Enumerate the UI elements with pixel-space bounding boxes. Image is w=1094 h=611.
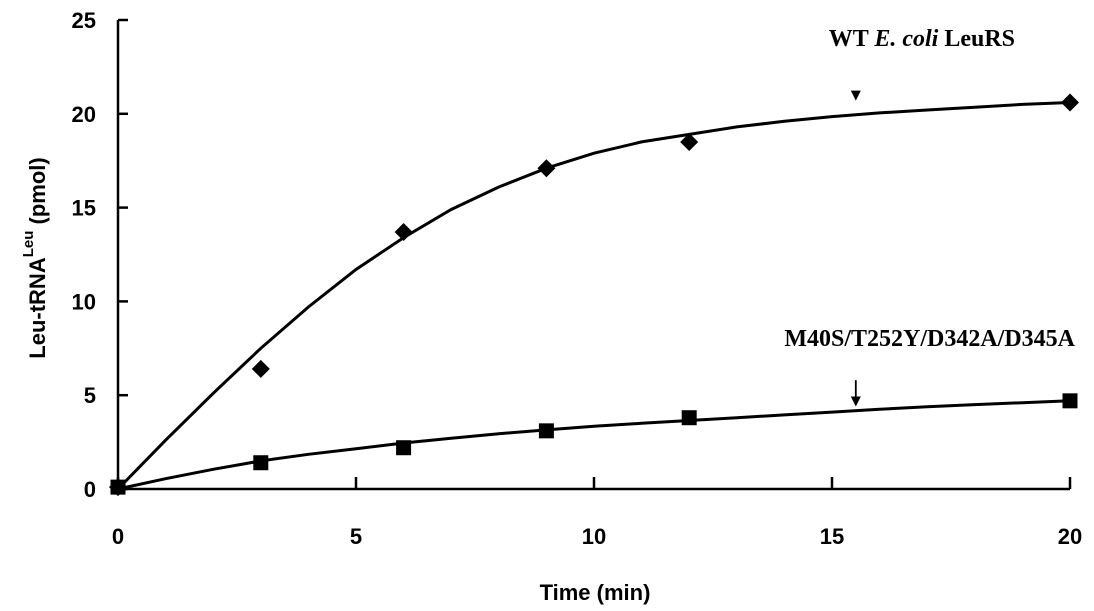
y-tick-label: 25 [72, 8, 96, 33]
annotation-text-part: M40S/T252Y/D342A/D345A [784, 326, 1075, 352]
axes: 0 5 10 15 20 0 5 10 15 20 25 [72, 8, 1083, 549]
y-axis-title-superscript: Leu [20, 231, 37, 258]
diamond-marker [537, 159, 556, 178]
annotation-text-part: WT [829, 26, 875, 52]
x-tick-label: 10 [582, 524, 606, 549]
series-annotation-label: WT E. coli LeuRS [829, 26, 1015, 52]
square-marker [681, 410, 697, 426]
fit-curve-series-2 [117, 399, 1071, 491]
diamond-marker [394, 222, 413, 241]
y-axis-title-main: Leu-tRNA [25, 257, 50, 359]
y-tick-label: 5 [84, 383, 96, 408]
data-markers [109, 93, 1079, 497]
y-tick-label: 10 [72, 289, 96, 314]
fit-curve-series-1 [116, 101, 1071, 491]
x-tick-label: 15 [820, 524, 844, 549]
x-axis-title: Time (min) [540, 580, 651, 605]
series-annotations: WT E. coli LeuRS M40S/T252Y/D342A/D345A [784, 26, 1076, 407]
annotation-text-part: LeuRS [938, 26, 1015, 52]
y-axis-title: Leu-tRNALeu (pmol) [20, 157, 50, 358]
annotation-arrow-head [850, 90, 861, 101]
square-marker [396, 440, 412, 456]
square-marker [110, 479, 126, 495]
y-tick-label: 20 [72, 102, 96, 127]
x-tick-label: 20 [1058, 524, 1082, 549]
y-tick-label: 0 [84, 477, 96, 502]
x-tick-label: 5 [350, 524, 362, 549]
y-axis-title-unit: (pmol) [25, 157, 50, 230]
diamond-marker [1061, 93, 1079, 112]
annotation-arrow-head [850, 396, 861, 407]
square-marker [538, 423, 554, 439]
fit-curves [116, 101, 1071, 491]
series-annotation-label: M40S/T252Y/D342A/D345A [784, 326, 1075, 352]
diamond-marker [251, 359, 270, 378]
annotation-text-part: E. coli [873, 26, 938, 52]
x-tick-label: 0 [112, 524, 124, 549]
square-marker [253, 455, 269, 471]
square-marker [1062, 393, 1078, 409]
diamond-marker [680, 132, 699, 151]
y-tick-label: 15 [72, 196, 96, 221]
